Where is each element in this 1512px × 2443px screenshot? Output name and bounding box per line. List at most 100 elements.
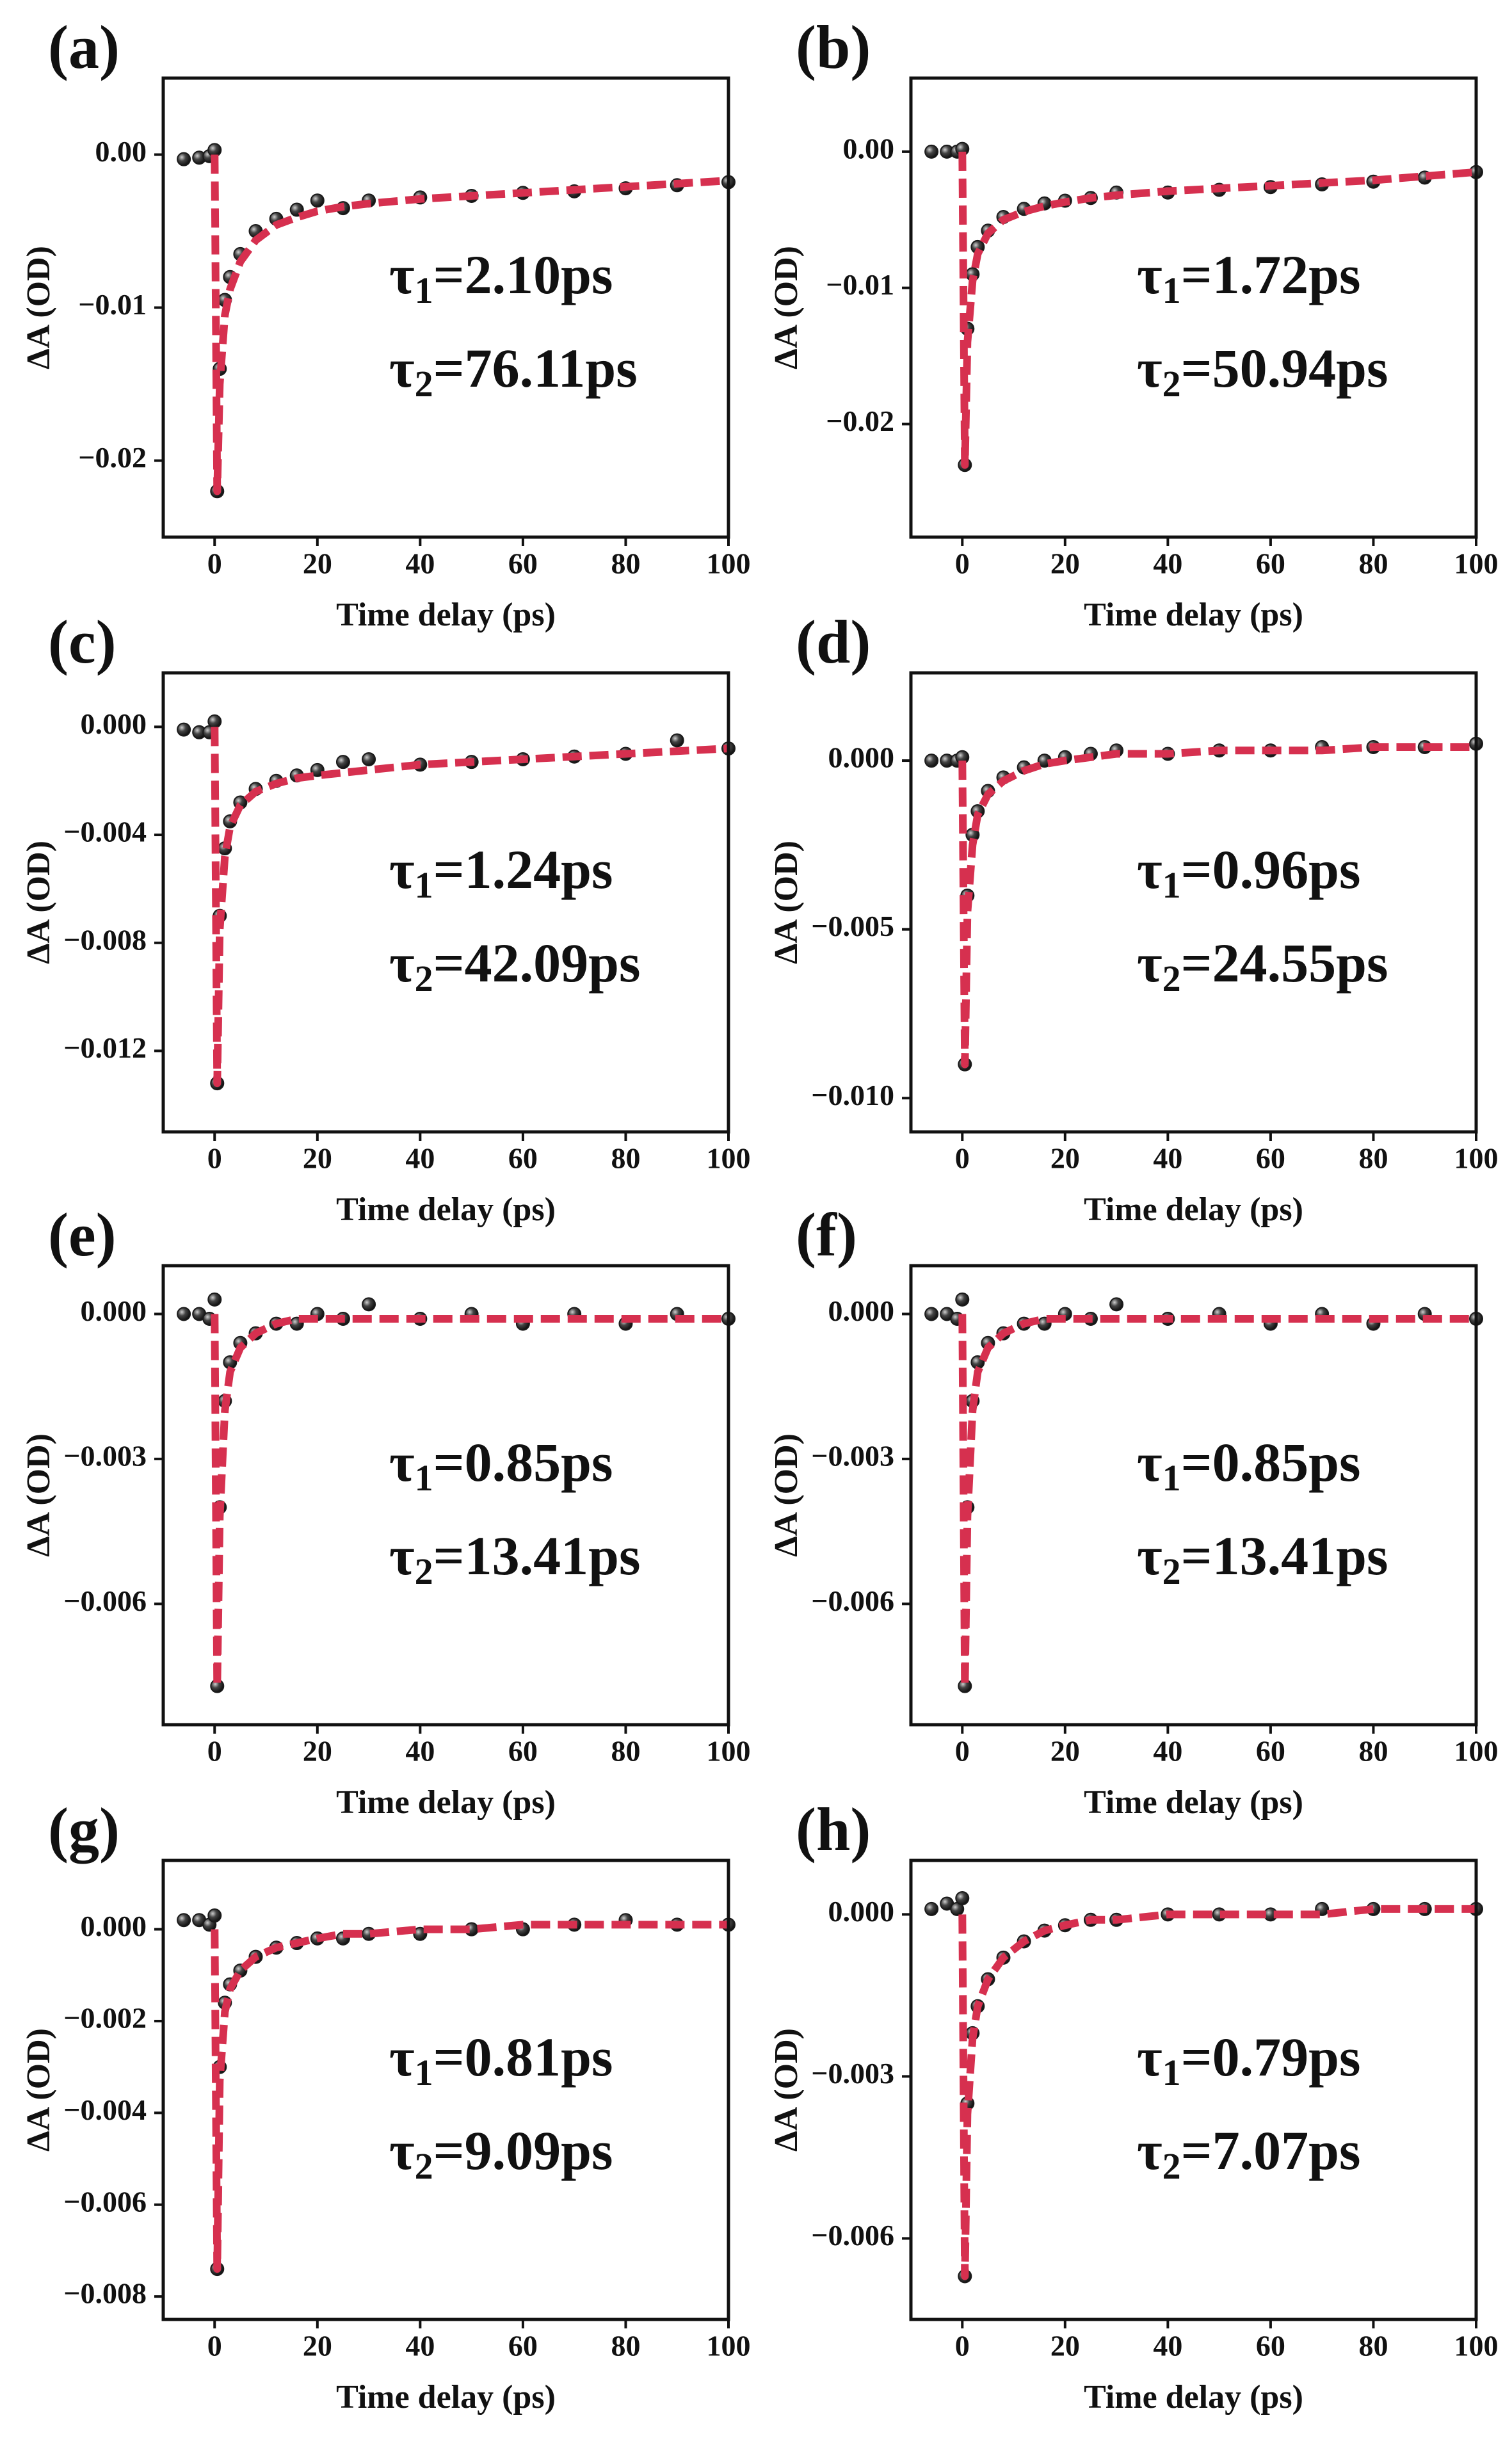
plot-frame: [161, 1264, 730, 1727]
data-point: [924, 754, 939, 768]
data-point: [670, 733, 684, 748]
y-tick-label: −0.02: [826, 405, 894, 437]
x-tick-label: 60: [508, 1142, 538, 1175]
x-tick-label: 100: [1454, 2330, 1499, 2362]
x-tick-label: 20: [1050, 2330, 1080, 2362]
x-axis-title: Time delay (ps): [1084, 2379, 1303, 2415]
y-axis-title: ΔA (OD): [768, 1433, 805, 1557]
y-tick-label: −0.006: [811, 2219, 894, 2252]
annotation: τ1=0.85ps: [1137, 1431, 1360, 1499]
x-tick-label: 0: [955, 1735, 970, 1768]
y-tick-label: 0.000: [81, 707, 147, 740]
x-tick-label: 80: [611, 1735, 640, 1768]
annotation-symbol: τ: [1137, 1525, 1162, 1586]
x-tick-label: 80: [1358, 547, 1388, 580]
data-point: [177, 152, 191, 166]
annotation-text: =7.07ps: [1181, 2120, 1361, 2181]
x-tick-label: 60: [1256, 2330, 1285, 2362]
annotation: τ2=50.94ps: [1137, 337, 1388, 405]
x-tick-label: 20: [303, 547, 332, 580]
data-point: [1109, 1297, 1124, 1312]
x-tick-label: 20: [1050, 1142, 1080, 1175]
annotation-subscript: 1: [415, 270, 433, 311]
x-axis-title: Time delay (ps): [336, 597, 556, 633]
annotation-subscript: 2: [1162, 2145, 1181, 2187]
annotation-subscript: 2: [1162, 1551, 1181, 1592]
fit-line: [211, 1314, 728, 1690]
data-point: [924, 144, 939, 159]
data-point: [177, 1307, 191, 1321]
x-tick-label: 40: [1153, 1142, 1182, 1175]
y-tick-label: 0.000: [81, 1294, 147, 1327]
annotation-subscript: 2: [1162, 363, 1181, 405]
x-axis-title: Time delay (ps): [1084, 1191, 1303, 1228]
plot-frame: [161, 671, 730, 1134]
data-point: [207, 143, 222, 157]
panel-label: (g): [48, 1795, 120, 1864]
plot-frame: [909, 1264, 1478, 1727]
x-axis-title: Time delay (ps): [1084, 1784, 1303, 1821]
annotation-subscript: 2: [415, 2145, 433, 2187]
x-tick-label: 0: [207, 547, 222, 580]
plot-frame: [909, 76, 1478, 539]
fit-line: [958, 743, 1476, 1068]
x-tick-label: 0: [207, 2330, 222, 2362]
annotation: τ2=9.09ps: [389, 2120, 613, 2188]
annotation-text: =0.96ps: [1181, 839, 1361, 900]
annotation-symbol: τ: [1137, 2026, 1162, 2088]
y-tick-label: 0.000: [828, 1294, 895, 1327]
x-tick-label: 0: [955, 1142, 970, 1175]
annotation-subscript: 1: [415, 1457, 433, 1499]
data-point: [413, 1926, 428, 1941]
y-tick-label: −0.010: [811, 1079, 894, 1111]
x-tick-label: 40: [405, 547, 435, 580]
annotation-text: =0.79ps: [1181, 2026, 1361, 2088]
annotation-subscript: 2: [1162, 958, 1181, 999]
plot-frame: [909, 671, 1478, 1134]
x-tick-label: 80: [611, 1142, 640, 1175]
annotation-symbol: τ: [389, 1431, 415, 1493]
y-axis-title: ΔA (OD): [20, 2028, 57, 2152]
fit-line: [958, 1905, 1476, 2280]
x-tick-label: 100: [707, 2330, 751, 2362]
fit-line: [211, 154, 729, 496]
annotation-symbol: τ: [1137, 337, 1162, 399]
annotation-subscript: 1: [1162, 270, 1181, 311]
y-tick-label: −0.003: [811, 2057, 894, 2090]
x-tick-label: 100: [1454, 547, 1499, 580]
panel: (h) 0.000 −0.003 −0.006 0 20 40 60 80 100 Time del…: [768, 1795, 1499, 2415]
annotation-subscript: 2: [415, 958, 433, 999]
annotation-text: =42.09ps: [433, 932, 641, 994]
annotation: τ2=13.41ps: [1137, 1525, 1388, 1593]
annotation-text: =13.41ps: [433, 1525, 641, 1586]
annotation-symbol: τ: [389, 1525, 415, 1586]
x-tick-label: 40: [1153, 547, 1182, 580]
data-point: [207, 714, 222, 729]
data-point: [362, 1297, 376, 1312]
x-tick-label: 80: [611, 2330, 640, 2362]
y-tick-label: −0.004: [63, 816, 147, 848]
plot-frame: [161, 1858, 730, 2321]
annotation-symbol: τ: [1137, 932, 1162, 994]
annotation: τ2=13.41ps: [389, 1525, 640, 1593]
fit-line: [211, 1921, 728, 2273]
data-point: [924, 1901, 939, 1916]
panel-label: (e): [48, 1200, 117, 1269]
annotation-subscript: 1: [1162, 1457, 1181, 1499]
x-tick-label: 60: [1256, 1735, 1285, 1768]
data-point: [924, 1307, 939, 1321]
annotation-symbol: τ: [389, 337, 415, 399]
annotation-subscript: 1: [1162, 2052, 1181, 2093]
y-tick-label: 0.00: [843, 132, 895, 165]
y-axis-title: ΔA (OD): [768, 2028, 805, 2152]
annotation: τ2=24.55ps: [1137, 932, 1388, 1000]
y-tick-label: −0.006: [63, 1584, 147, 1617]
y-tick-label: −0.008: [63, 923, 147, 956]
annotation-symbol: τ: [389, 244, 415, 305]
y-axis-title: ΔA (OD): [768, 246, 805, 369]
y-tick-label: −0.003: [811, 1439, 894, 1472]
x-axis-title: Time delay (ps): [336, 1191, 556, 1228]
x-tick-label: 20: [1050, 1735, 1080, 1768]
x-axis-title: Time delay (ps): [336, 1784, 556, 1821]
annotation-subscript: 1: [1162, 864, 1181, 906]
